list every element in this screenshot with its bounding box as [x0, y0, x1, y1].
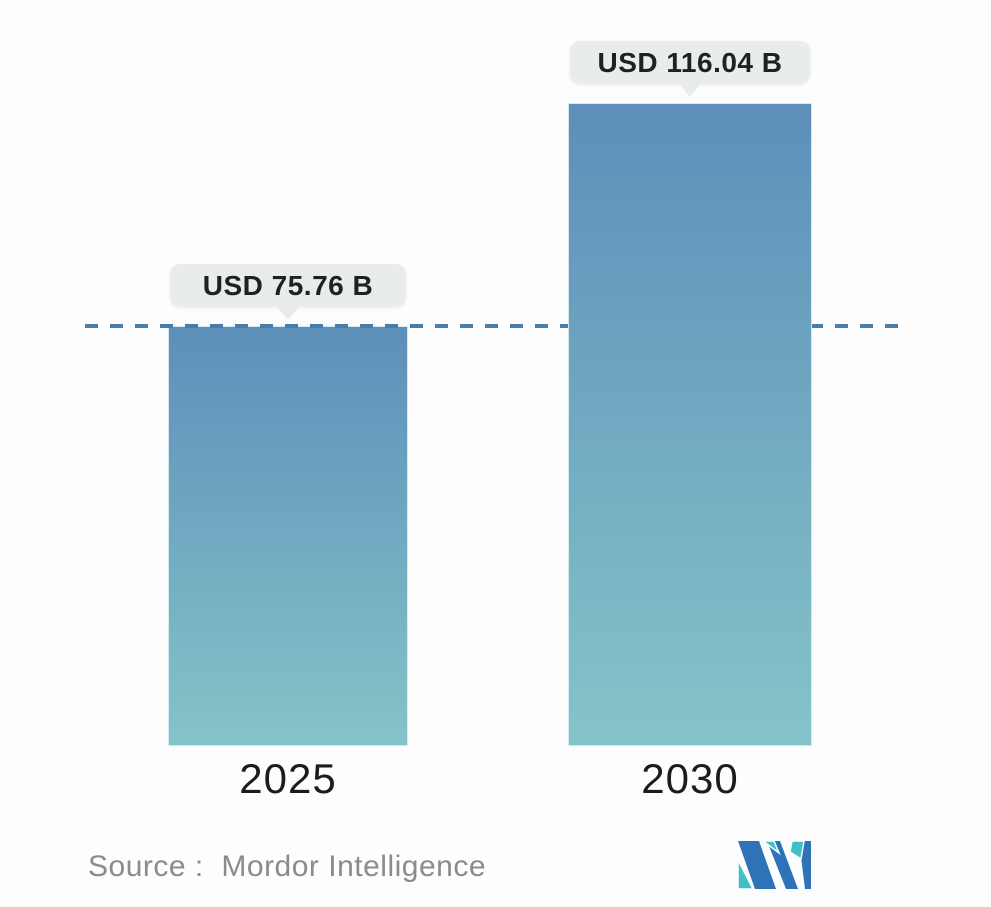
dashed-reference-line: [85, 324, 900, 328]
bar-2030: USD 116.04 B 2030: [568, 41, 812, 802]
category-label-2025: 2025: [239, 755, 337, 802]
logo-teal-accent: [737, 859, 755, 890]
logo-teal-accent: [789, 840, 805, 861]
logo-blue-stroke: [738, 841, 776, 889]
value-label: USD 116.04 B: [597, 46, 783, 78]
tooltip-pointer-icon: [277, 307, 299, 320]
value-tooltip: USD 116.04 B: [570, 41, 810, 97]
value-label: USD 75.76 B: [202, 269, 374, 301]
category-label-2030: 2030: [641, 755, 739, 802]
mordor-intelligence-logo-icon: [737, 840, 811, 890]
value-tooltip: USD 75.76 B: [170, 264, 406, 320]
logo-blue-stroke: [767, 841, 798, 889]
tooltip-pointer-icon: [679, 84, 701, 97]
source-text: Source : Mordor Intelligence: [88, 850, 487, 883]
bar-2025: USD 75.76 B 2025: [168, 264, 408, 802]
logo-teal-accent: [760, 840, 781, 856]
